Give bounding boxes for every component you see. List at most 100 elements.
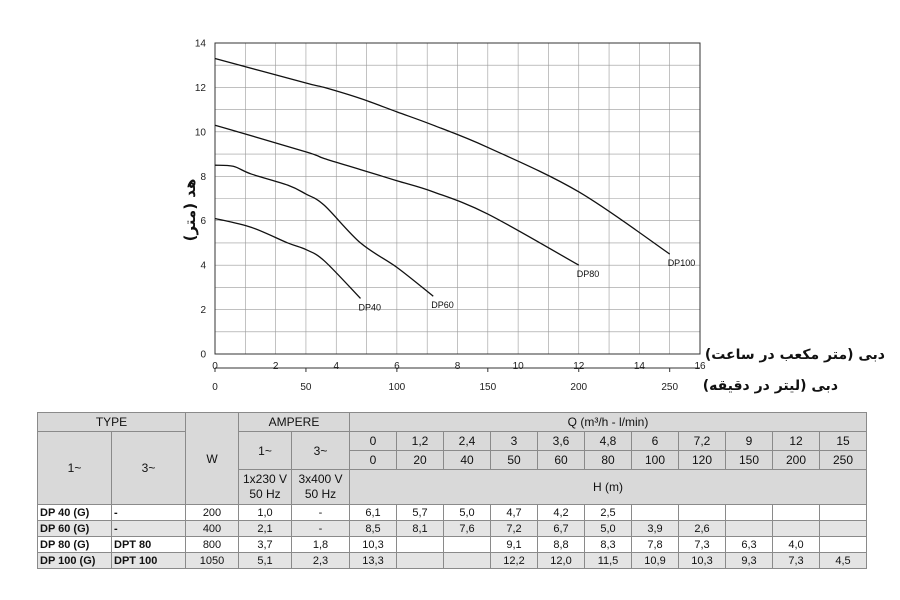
head-value-cell: 4,7 bbox=[490, 504, 538, 521]
head-value-cell: 9,1 bbox=[490, 536, 538, 553]
type-single-phase-cell: DP 100 (G) bbox=[37, 552, 112, 569]
y-tick-label: 8 bbox=[200, 172, 206, 183]
watt-cell: 200 bbox=[185, 504, 239, 521]
head-value-cell bbox=[725, 504, 773, 521]
head-value-cell: 8,5 bbox=[349, 520, 397, 537]
secondary-x-tick-label: 50 bbox=[300, 382, 312, 393]
pump-spec-table: TYPE W AMPERE Q (m³/h - l/min) 1~ 3~ 1~ … bbox=[37, 412, 868, 569]
type-single-phase-cell: DP 60 (G) bbox=[37, 520, 112, 537]
q-lmin-cell: 100 bbox=[631, 450, 679, 470]
head-value-cell bbox=[678, 504, 726, 521]
head-value-cell: 2,5 bbox=[584, 504, 632, 521]
ampere-header: AMPERE bbox=[238, 412, 350, 432]
x-tick-label: 0 bbox=[212, 361, 218, 372]
head-value-cell: 5,0 bbox=[443, 504, 491, 521]
head-value-cell: 5,7 bbox=[396, 504, 444, 521]
type-three-phase-cell: DPT 80 bbox=[111, 536, 186, 553]
ampere-three-phase-cell: 2,3 bbox=[291, 552, 350, 569]
y-tick-label: 4 bbox=[200, 261, 206, 272]
y-axis-label: هد (متر) bbox=[181, 178, 199, 242]
head-value-cell: 4,2 bbox=[537, 504, 585, 521]
head-value-cell: 10,9 bbox=[631, 552, 679, 569]
head-value-cell: 8,8 bbox=[537, 536, 585, 553]
type-header: TYPE bbox=[37, 412, 186, 432]
head-value-cell: 9,3 bbox=[725, 552, 773, 569]
ampere-single-phase-cell: 3,7 bbox=[238, 536, 292, 553]
curve-label-dp80: DP80 bbox=[577, 269, 600, 279]
q-lmin-cell: 80 bbox=[584, 450, 632, 470]
x-tick-label: 14 bbox=[634, 361, 646, 372]
watt-cell: 800 bbox=[185, 536, 239, 553]
head-value-cell: 7,8 bbox=[631, 536, 679, 553]
single-phase-header: 1~ bbox=[37, 431, 112, 505]
ampere-three-phase-cell: - bbox=[291, 520, 350, 537]
head-value-cell: 2,6 bbox=[678, 520, 726, 537]
y-tick-label: 14 bbox=[195, 39, 207, 50]
x-tick-label: 10 bbox=[513, 361, 525, 372]
curve-label-dp100: DP100 bbox=[668, 258, 696, 268]
head-value-cell bbox=[818, 504, 868, 521]
q-lmin-cell: 200 bbox=[772, 450, 820, 470]
x-tick-label: 4 bbox=[333, 361, 339, 372]
y-tick-label: 6 bbox=[200, 216, 206, 227]
x-axis-label-secondary: دبی (لیتر در دقیقه) bbox=[702, 378, 838, 394]
type-three-phase-cell: - bbox=[111, 504, 186, 521]
q-m3h-cell: 2,4 bbox=[443, 431, 491, 451]
head-value-cell: 6,3 bbox=[725, 536, 773, 553]
secondary-x-tick-label: 250 bbox=[661, 382, 678, 393]
x-tick-label: 12 bbox=[573, 361, 585, 372]
flow-header: Q (m³/h - l/min) bbox=[348, 412, 868, 432]
head-value-cell: 7,6 bbox=[443, 520, 491, 537]
head-value-cell: 7,2 bbox=[490, 520, 538, 537]
head-value-cell: 11,5 bbox=[584, 552, 632, 569]
type-single-phase-cell: DP 80 (G) bbox=[37, 536, 112, 553]
q-m3h-cell: 15 bbox=[818, 431, 868, 451]
head-value-cell: 6,1 bbox=[349, 504, 397, 521]
curve-label-dp60: DP60 bbox=[431, 300, 454, 310]
head-value-cell: 13,3 bbox=[349, 552, 397, 569]
head-value-cell: 12,0 bbox=[537, 552, 585, 569]
x-axis-label: دبی (متر مکعب در ساعت) bbox=[704, 347, 885, 363]
head-value-cell: 8,1 bbox=[396, 520, 444, 537]
head-value-cell: 7,3 bbox=[772, 552, 820, 569]
head-value-cell bbox=[818, 520, 868, 537]
type-three-phase-cell: DPT 100 bbox=[111, 552, 186, 569]
secondary-x-tick-label: 0 bbox=[212, 382, 218, 393]
head-value-cell: 5,0 bbox=[584, 520, 632, 537]
x-tick-label: 6 bbox=[394, 361, 400, 372]
q-lmin-cell: 50 bbox=[490, 450, 538, 470]
ampere-three-phase-header: 3~ bbox=[291, 431, 350, 470]
head-value-cell: 4,0 bbox=[772, 536, 820, 553]
ampere-single-phase-header: 1~ bbox=[238, 431, 292, 470]
y-tick-label: 0 bbox=[200, 350, 206, 361]
head-value-cell: 6,7 bbox=[537, 520, 585, 537]
three-phase-header: 3~ bbox=[111, 431, 186, 505]
table-row: DP 40 (G) -200 1,0-6,1 5,7 5,0 4,7 4,2 2,5 bbox=[37, 504, 868, 521]
q-lmin-cell: 120 bbox=[678, 450, 726, 470]
head-value-cell: 4,5 bbox=[818, 552, 868, 569]
type-single-phase-cell: DP 40 (G) bbox=[37, 504, 112, 521]
head-value-cell bbox=[396, 552, 444, 569]
head-header: H (m) bbox=[348, 469, 868, 505]
head-value-cell: 3,9 bbox=[631, 520, 679, 537]
x-tick-label: 8 bbox=[455, 361, 461, 372]
ampere-three-phase-spec: 3x400 V 50 Hz bbox=[291, 469, 350, 505]
head-value-cell: 7,3 bbox=[678, 536, 726, 553]
ampere-single-phase-cell: 5,1 bbox=[238, 552, 292, 569]
head-value-cell: 12,2 bbox=[490, 552, 538, 569]
curve-dp80 bbox=[214, 124, 580, 266]
plot-frame bbox=[214, 42, 701, 355]
x-tick-label: 16 bbox=[694, 361, 706, 372]
watt-cell: 1050 bbox=[185, 552, 239, 569]
watt-cell: 400 bbox=[185, 520, 239, 537]
q-lmin-cell: 40 bbox=[443, 450, 491, 470]
curve-dp60 bbox=[214, 164, 434, 297]
y-tick-label: 2 bbox=[200, 305, 206, 316]
type-three-phase-cell: - bbox=[111, 520, 186, 537]
q-m3h-cell: 9 bbox=[725, 431, 773, 451]
q-m3h-cell: 4,8 bbox=[584, 431, 632, 451]
ampere-single-phase-spec: 1x230 V 50 Hz bbox=[238, 469, 292, 505]
q-m3h-cell: 12 bbox=[772, 431, 820, 451]
ampere-three-phase-cell: 1,8 bbox=[291, 536, 350, 553]
q-m3h-cell: 0 bbox=[349, 431, 397, 451]
